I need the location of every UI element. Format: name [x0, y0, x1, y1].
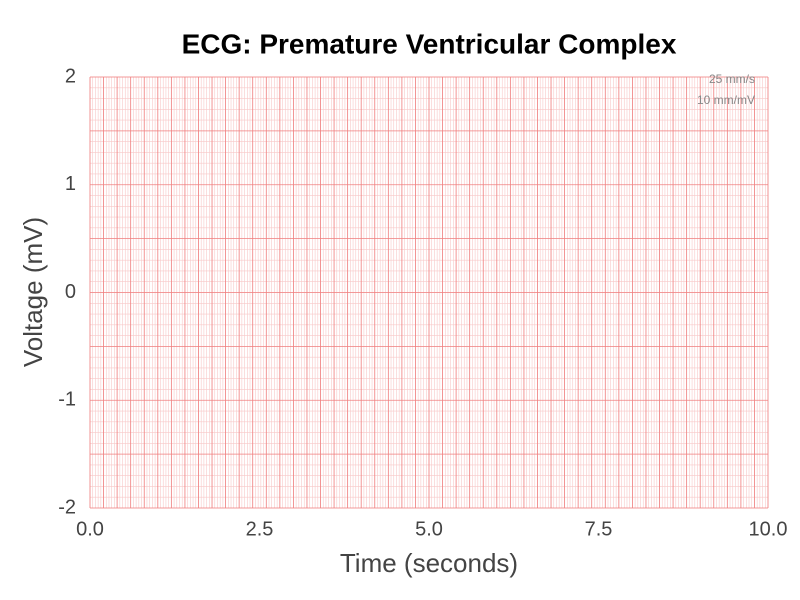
annotation: 10 mm/mV	[697, 93, 755, 107]
y-tick-label: 2	[65, 65, 76, 87]
chart-title: ECG: Premature Ventricular Complex	[182, 28, 677, 59]
y-tick-label: -2	[58, 496, 76, 518]
x-tick-label: 2.5	[246, 518, 274, 540]
y-axis-label: Voltage (mV)	[18, 217, 48, 367]
grid	[89, 76, 769, 509]
annotation: 25 mm/s	[709, 72, 755, 86]
x-tick-label: 10.0	[749, 518, 788, 540]
y-tick-label: 0	[65, 281, 76, 303]
x-tick-label: 7.5	[585, 518, 613, 540]
y-tick-label: -1	[58, 389, 76, 411]
x-tick-label: 0.0	[76, 518, 104, 540]
x-axis-label: Time (seconds)	[340, 548, 518, 578]
y-tick-label: 1	[65, 173, 76, 195]
x-tick-label: 5.0	[415, 518, 443, 540]
